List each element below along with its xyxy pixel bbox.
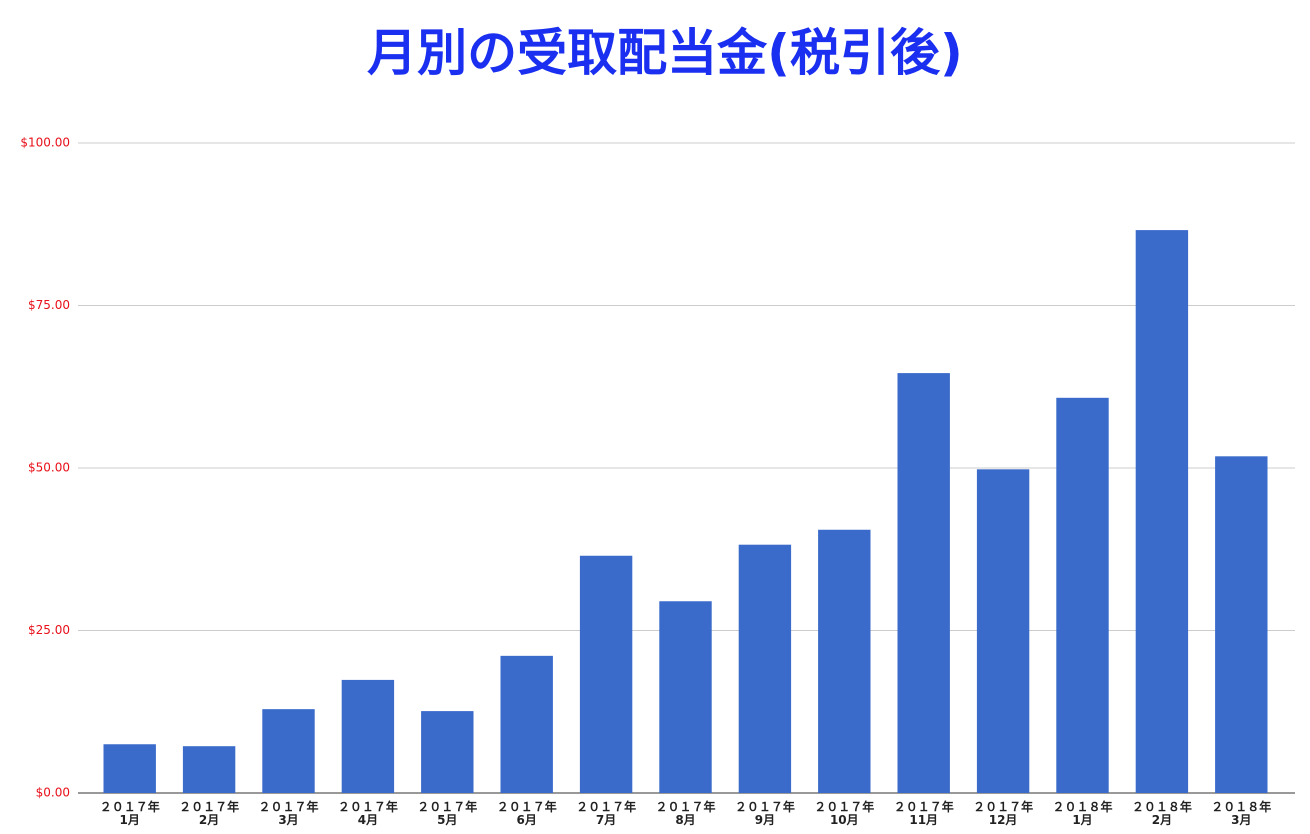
x-tick-label: ２０１７年 3月 [258, 799, 318, 827]
y-tick-label: $75.00 [28, 298, 70, 312]
x-tick-label: ２０１７年 8月 [655, 799, 715, 827]
bar [1215, 456, 1268, 793]
bar [579, 555, 633, 793]
bar [182, 746, 236, 793]
bar [103, 744, 156, 793]
bar [421, 711, 474, 793]
bar [500, 655, 553, 793]
x-tick-label: ２０１７年 9月 [735, 799, 795, 827]
y-tick-label: $0.00 [36, 786, 70, 800]
x-tick-label: ２０１７年 4月 [338, 799, 398, 827]
bar [738, 544, 792, 793]
x-tick-label: ２０１７年 1月 [100, 799, 160, 827]
x-tick-label: ２０１７年 6月 [497, 799, 557, 827]
bar [1056, 397, 1109, 793]
x-tick-label: ２０１７年 10月 [814, 799, 874, 827]
bar [897, 373, 950, 793]
y-tick-label: $25.00 [28, 623, 70, 637]
x-tick-label: ２０１８年 3月 [1211, 799, 1271, 827]
chart-title: 月別の受取配当金(税引後) [367, 24, 963, 82]
x-tick-label: ２０１７年 11月 [894, 799, 954, 827]
bar [341, 679, 395, 793]
bar [659, 601, 712, 793]
x-tick-label: ２０１８年 1月 [1052, 799, 1112, 827]
bar [262, 709, 315, 793]
bar [818, 529, 871, 793]
x-tick-label: ２０１７年 12月 [973, 799, 1033, 827]
y-tick-label: $100.00 [20, 136, 70, 150]
x-tick-label: ２０１７年 7月 [576, 799, 636, 827]
x-tick-label: ２０１７年 5月 [417, 799, 477, 827]
y-tick-label: $50.00 [28, 461, 70, 475]
bar [976, 469, 1030, 793]
x-tick-label: ２０１８年 2月 [1132, 799, 1192, 827]
bar [1135, 230, 1189, 794]
x-tick-label: ２０１７年 2月 [179, 799, 239, 827]
